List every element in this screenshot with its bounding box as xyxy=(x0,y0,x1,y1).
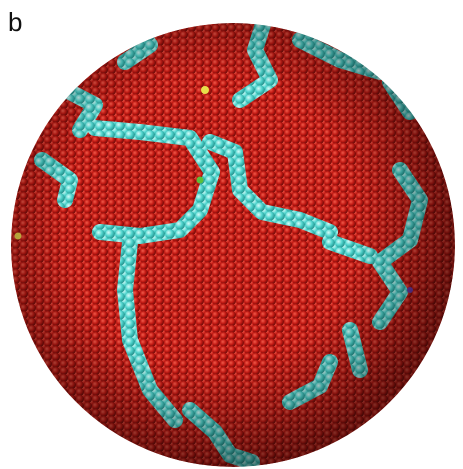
page: b (() => { const data = JSON.parse(docum… xyxy=(0,0,463,469)
sphere xyxy=(11,18,455,467)
sphere-shading xyxy=(11,23,455,467)
figure: b xyxy=(0,0,463,469)
panel-label: b xyxy=(8,7,22,37)
